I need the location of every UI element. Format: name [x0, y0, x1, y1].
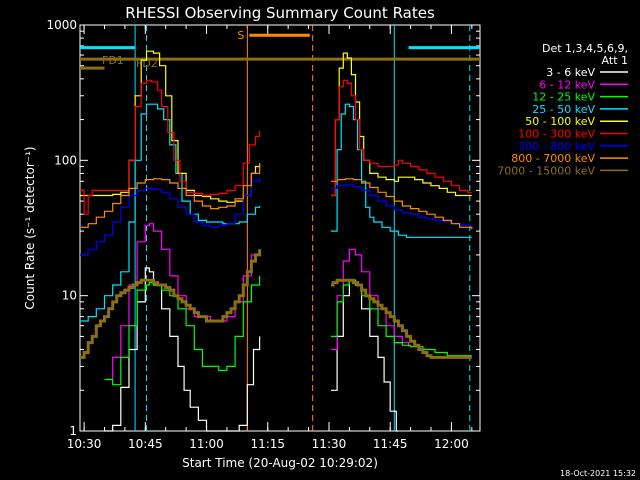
- series-line: [331, 184, 472, 227]
- y-tick-label: 10: [62, 289, 77, 303]
- series-line: [80, 249, 262, 359]
- legend-label: 25 - 50 keV: [532, 103, 595, 116]
- plot-area: [79, 24, 481, 432]
- series-line: [331, 248, 410, 351]
- chart-title: RHESSI Observing Summary Count Rates: [125, 4, 435, 22]
- legend-label: 800 - 7000 keV: [511, 152, 595, 165]
- x-axis: 10:30 10:45 11:00 11:15 11:30 11:45 12:00: [67, 25, 473, 451]
- series-line: [80, 163, 261, 228]
- y-tick-label: 1: [69, 424, 77, 438]
- x-tick-label: 11:45: [373, 437, 408, 451]
- y-axis-label: Count Rate (s⁻¹ detector⁻¹): [23, 146, 37, 309]
- series-line: [104, 267, 261, 432]
- legend-label: 50 - 100 keV: [525, 115, 595, 128]
- series-line: [331, 52, 472, 197]
- series-line: [80, 177, 261, 256]
- legend-label: 6 - 12 keV: [539, 78, 595, 91]
- legend-label: 100 - 300 keV: [518, 128, 595, 141]
- flag-label: FD1: [102, 54, 124, 67]
- x-tick-label: 10:30: [67, 437, 102, 451]
- x-axis-label: Start Time (20-Aug-02 10:29:02): [182, 456, 378, 470]
- plot-frame: [79, 24, 481, 432]
- marker-lines: [134, 25, 471, 431]
- series-line: [331, 278, 472, 359]
- series-line: [331, 178, 473, 230]
- flag-label: S: [237, 29, 244, 42]
- x-tick-label: 11:30: [312, 437, 347, 451]
- x-tick-label: 12:00: [434, 437, 469, 451]
- legend-header-line-2: Att 1: [602, 54, 628, 67]
- series-line: [80, 79, 261, 215]
- x-tick-label: 11:15: [250, 437, 285, 451]
- series-line: [104, 275, 261, 386]
- y-tick-label: 1000: [46, 18, 77, 32]
- data-series: [80, 50, 473, 432]
- x-tick-label: 11:00: [189, 437, 224, 451]
- generated-timestamp: 18-Oct-2021 15:32: [560, 469, 636, 478]
- series-line: [80, 50, 261, 203]
- legend-label: 7000 - 15000 keV: [497, 164, 595, 177]
- series-line: [331, 279, 472, 357]
- legend-label: 12 - 25 keV: [532, 91, 595, 104]
- y-axis: 1 10 100 1000: [46, 18, 480, 438]
- series-line: [331, 279, 399, 432]
- x-tick-label: 10:45: [128, 437, 163, 451]
- legend-label: 3 - 6 keV: [546, 66, 595, 79]
- series-line: [331, 103, 472, 238]
- legend-header-line-1: Det 1,3,4,5,6,9,: [542, 42, 628, 55]
- series-line: [331, 79, 472, 197]
- legend-label: 300 - 800 keV: [518, 140, 595, 153]
- y-tick-label: 100: [54, 153, 77, 167]
